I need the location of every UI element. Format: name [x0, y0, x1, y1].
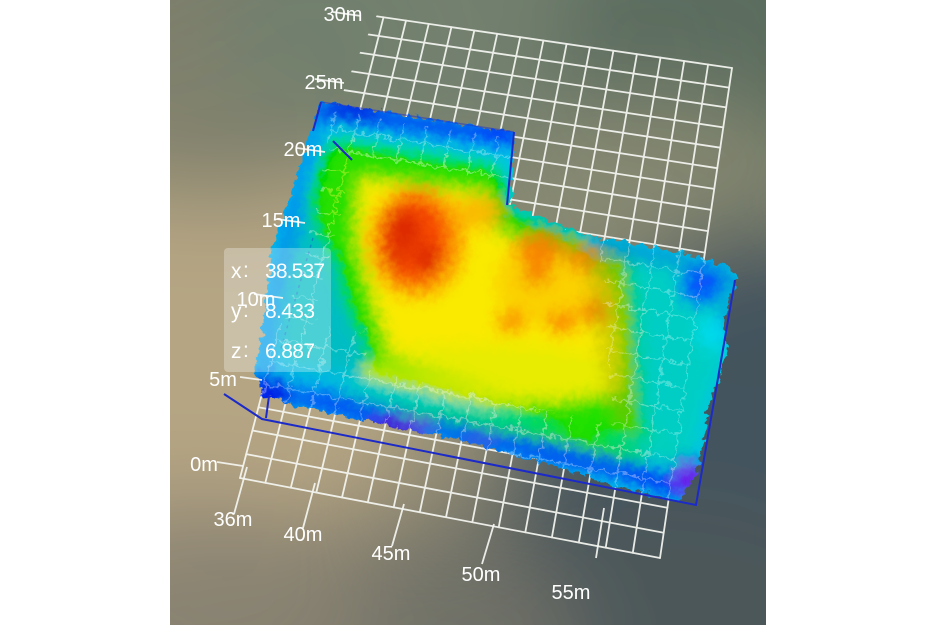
svg-text:30m: 30m [324, 4, 363, 26]
svg-text:40m: 40m [284, 524, 323, 546]
svg-text:55m: 55m [552, 582, 591, 604]
svg-text:50m: 50m [462, 564, 501, 586]
svg-text:5m: 5m [209, 369, 237, 391]
svg-text:38.537: 38.537 [265, 260, 325, 283]
svg-text::: : [243, 259, 249, 282]
svg-text:20m: 20m [284, 139, 323, 161]
svg-text:15m: 15m [262, 210, 301, 232]
svg-text::: : [243, 299, 249, 322]
svg-text:10m: 10m [237, 289, 276, 311]
svg-text:6.887: 6.887 [265, 340, 315, 363]
svg-text:y: y [231, 300, 242, 323]
svg-text:z: z [231, 340, 242, 363]
svg-text::: : [243, 339, 249, 362]
svg-text:8.433: 8.433 [265, 300, 315, 323]
svg-text:36m: 36m [214, 509, 253, 531]
svg-text:25m: 25m [305, 72, 344, 94]
svg-text:x: x [231, 260, 242, 283]
svg-text:45m: 45m [372, 543, 411, 565]
svg-text:0m: 0m [190, 454, 218, 476]
